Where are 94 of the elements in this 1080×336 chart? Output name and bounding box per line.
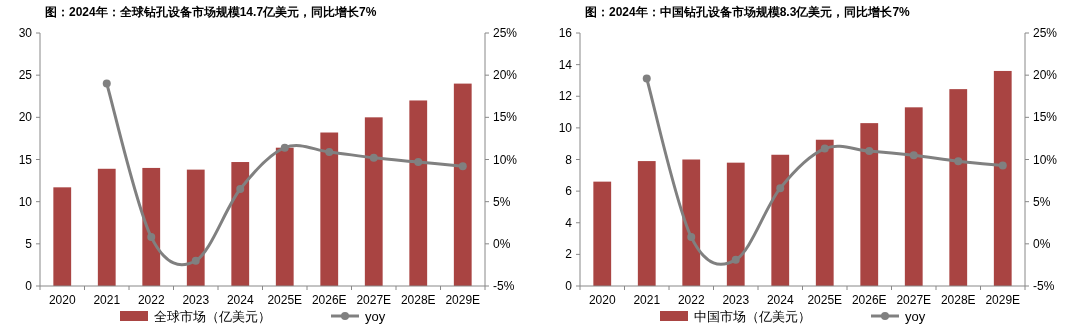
point [998,161,1007,170]
x-tick-label: 2028E [400,293,436,307]
x-tick-label: 2027E [356,293,392,307]
x-tick-label: 2022 [677,293,705,307]
bar [409,100,428,286]
x-tick-label: 2026E [851,293,887,307]
point [642,74,651,83]
y-tick-label: 8 [565,152,573,167]
y-tick-label: 14 [558,57,573,72]
bar [815,139,834,286]
bar [682,159,701,286]
legend-label: yoy [365,309,386,324]
y2-tick-label: 20% [1033,68,1058,83]
point [865,147,874,156]
bar [142,167,161,286]
y2-tick-label: 15% [493,110,518,125]
y-tick-label: 4 [565,215,573,230]
y2-tick-label: 5% [493,194,511,209]
y-tick-label: 0 [565,279,573,293]
point [280,143,289,152]
y-tick-label: 15 [18,152,33,167]
y-tick-label: 10 [558,120,573,135]
legend-label: yoy [905,309,926,324]
x-tick-label: 2024 [226,293,254,307]
y2-tick-label: 10% [493,152,518,167]
y2-tick-label: -5% [493,279,515,293]
bar [593,181,612,286]
bar [637,161,656,286]
point [909,151,918,160]
y2-tick-label: 10% [1033,152,1058,167]
point [236,185,245,194]
x-tick-label: 2021 [633,293,661,307]
y-tick-label: 12 [558,89,573,104]
x-tick-label: 2025E [807,293,843,307]
y-tick-label: 16 [558,26,573,40]
bar [993,70,1012,286]
x-tick-label: 2020 [48,293,76,307]
point [191,256,200,265]
x-tick-label: 2021 [93,293,121,307]
point [820,144,829,153]
legend-label: 全球市场（亿美元） [154,309,271,324]
bar [726,162,745,286]
y2-tick-label: 15% [1033,110,1058,125]
point [687,233,696,242]
bar [904,107,923,286]
x-tick-label: 2020 [588,293,616,307]
x-tick-label: 2028E [940,293,976,307]
x-tick-label: 2029E [445,293,481,307]
y2-tick-label: -5% [1033,279,1055,293]
bar [453,83,472,286]
y2-tick-label: 25% [1033,26,1058,40]
point [325,147,334,156]
x-tick-label: 2026E [311,293,347,307]
x-tick-label: 2022 [137,293,165,307]
y2-tick-label: 0% [493,236,511,251]
point [776,184,785,193]
x-tick-label: 2023 [182,293,210,307]
chart-title: 图：2024年：中国钻孔设备市场规模8.3亿美元，同比增长7% [585,5,911,19]
bar [186,169,205,286]
point [102,79,111,88]
bar [771,154,790,286]
y2-tick-label: 5% [1033,194,1051,209]
y-tick-label: 30 [18,26,33,40]
bar [231,162,250,286]
x-tick-label: 2023 [722,293,750,307]
point [954,157,963,166]
point [458,162,467,171]
bar [97,168,116,286]
y-tick-label: 20 [18,110,33,125]
point [369,153,378,162]
bar [53,187,72,286]
y2-tick-label: 20% [493,68,518,83]
point [731,255,740,264]
y-tick-label: 10 [18,194,33,209]
y-tick-label: 25 [18,68,33,83]
bar [275,147,294,286]
point [414,158,423,167]
x-tick-label: 2024 [766,293,794,307]
y2-tick-label: 25% [493,26,518,40]
y-tick-label: 5 [25,236,33,251]
y-tick-label: 6 [565,184,573,199]
x-tick-label: 2025E [267,293,303,307]
x-tick-label: 2029E [985,293,1021,307]
legend-label: 中国市场（亿美元） [694,309,811,324]
point [147,233,156,242]
bar [320,132,339,286]
y2-tick-label: 0% [1033,236,1051,251]
y-tick-label: 2 [565,247,573,262]
x-tick-label: 2027E [896,293,932,307]
bar [364,117,383,286]
bar [860,123,879,286]
bar [949,89,968,286]
chart-title: 图：2024年：全球钻孔设备市场规模14.7亿美元，同比增长7% [45,5,377,19]
y-tick-label: 0 [25,279,33,293]
